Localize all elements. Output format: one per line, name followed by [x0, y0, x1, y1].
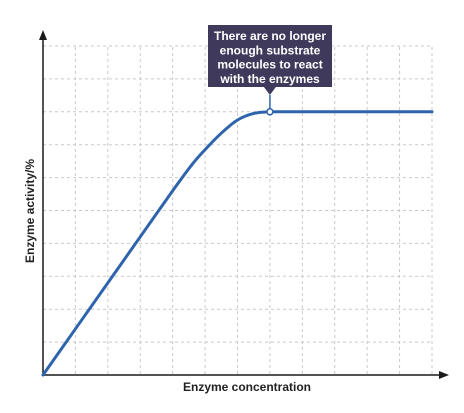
y-axis-label: Enzyme activity/%	[23, 159, 37, 263]
x-axis-label: Enzyme concentration	[183, 380, 311, 394]
annotation-text-line: molecules to react	[217, 58, 322, 72]
x-axis-arrow	[439, 371, 449, 379]
annotation-text-line: with the enzymes	[219, 72, 320, 86]
axes	[39, 30, 449, 379]
y-axis-arrow	[39, 30, 47, 40]
annotation-pointer	[263, 87, 276, 95]
annotation-point-marker	[266, 108, 274, 116]
grid	[43, 45, 433, 375]
annotation-text-line: There are no longer	[214, 29, 326, 43]
series	[41, 110, 434, 377]
series-line	[41, 110, 434, 377]
annotation-box	[208, 25, 332, 87]
annotation-text-line: enough substrate	[220, 43, 321, 57]
